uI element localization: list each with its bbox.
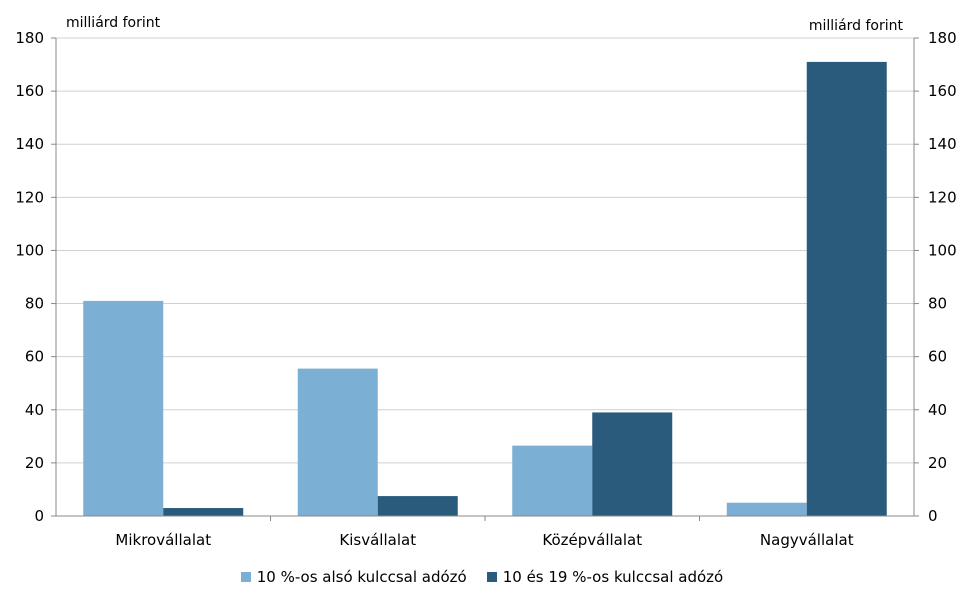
y-tick-label-left: 160 (15, 82, 44, 100)
x-tick-label: Kisvállalat (339, 531, 416, 549)
y-tick-label-right: 100 (928, 241, 957, 259)
axes (51, 37, 919, 521)
y-tick-label-right: 0 (928, 507, 938, 525)
bar-series-1-2 (297, 368, 378, 516)
bars (83, 61, 887, 517)
y-ticks-left: 0 20 40 60 80 100 120 140 160 180 (15, 29, 44, 525)
bar-series-2-1 (163, 508, 244, 516)
bar-series-1-3 (512, 445, 593, 516)
y-axis-label-left: milliárd forint (66, 15, 161, 31)
gridlines (56, 37, 914, 464)
x-tick-label: Mikrovállalat (115, 531, 211, 549)
y-tick-label-left: 100 (15, 241, 44, 259)
legend: 10 %-os alsó kulccsal adózó 10 és 19 %-o… (0, 568, 964, 586)
y-axis-label-right: milliárd forint (809, 18, 904, 34)
y-tick-label-right: 80 (928, 295, 947, 313)
y-tick-label-left: 140 (15, 135, 44, 153)
x-tick-label: Nagyvállalat (760, 531, 854, 549)
x-tick-labels: Mikrovállalat Kisvállalat Középvállalat Nag… (115, 531, 853, 549)
y-tick-label-right: 180 (928, 29, 957, 47)
bar-series-2-4 (806, 61, 887, 517)
y-tick-label-right: 120 (928, 188, 957, 206)
y-tick-label-right: 160 (928, 82, 957, 100)
legend-item-series-2: 10 és 19 %-os kulccsal adózó (486, 568, 724, 586)
y-tick-label-right: 40 (928, 401, 947, 419)
y-tick-label-right: 140 (928, 135, 957, 153)
bar-chart: milliárd forint milliárd forint 0 20 40 60 8… (15, 15, 957, 549)
y-tick-label-left: 40 (25, 401, 44, 419)
legend-item-series-1: 10 %-os alsó kulccsal adózó (240, 568, 467, 586)
bar-series-1-4 (726, 502, 807, 516)
legend-swatch-series-2 (486, 572, 497, 582)
y-tick-label-left: 120 (15, 188, 44, 206)
y-tick-label-left: 0 (34, 507, 44, 525)
bar-series-2-3 (592, 412, 673, 516)
bar-series-1-1 (83, 300, 164, 516)
x-tick-label: Középvállalat (542, 531, 642, 549)
y-tick-label-left: 180 (15, 29, 44, 47)
bar-series-2-2 (377, 496, 458, 516)
y-tick-label-right: 60 (928, 348, 947, 366)
y-tick-label-left: 60 (25, 348, 44, 366)
y-tick-label-left: 80 (25, 295, 44, 313)
legend-label-series-2: 10 és 19 %-os kulccsal adózó (502, 568, 724, 586)
y-tick-label-right: 20 (928, 454, 947, 472)
y-tick-label-left: 20 (25, 454, 44, 472)
legend-swatch-series-1 (240, 572, 251, 582)
y-ticks-right: 0 20 40 60 80 100 120 140 160 180 (928, 29, 957, 525)
legend-label-series-1: 10 %-os alsó kulccsal adózó (256, 568, 467, 586)
